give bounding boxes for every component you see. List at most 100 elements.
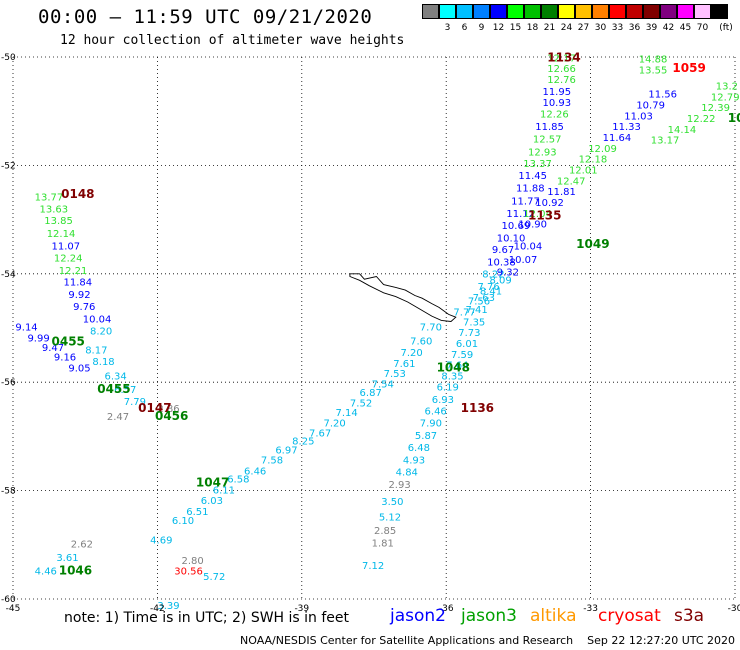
wave-height-label: 14.88 xyxy=(639,54,668,65)
pass-time-label: 0147 xyxy=(138,401,171,415)
wave-height-label: 6.93 xyxy=(432,395,454,406)
south-georgia-coastline xyxy=(349,273,457,322)
wave-height-label: 9.16 xyxy=(54,353,76,364)
scale-unit: (ft) xyxy=(719,23,733,33)
wave-height-label: 6.97 xyxy=(275,446,297,457)
wave-height-label: 7.20 xyxy=(323,419,345,430)
scale-label: 70 xyxy=(696,23,709,33)
wave-height-label: 13.55 xyxy=(639,65,668,76)
wave-height-label: 11.56 xyxy=(648,90,677,101)
map-grid xyxy=(12,56,736,600)
wave-height-label: 11.77 xyxy=(511,196,540,207)
wave-height-label: 9.14 xyxy=(15,323,37,334)
wave-height-label: 12.04 xyxy=(523,209,552,220)
pass-time-label: 1136 xyxy=(461,401,494,415)
wave-height-label: 13.63 xyxy=(39,205,68,216)
wave-height-label: 12.57 xyxy=(533,135,562,146)
scale-label: 15 xyxy=(509,23,522,33)
wave-height-label: 12.66 xyxy=(547,64,576,75)
wave-height-label: 11.07 xyxy=(52,241,81,252)
wave-height-label: 13.17 xyxy=(651,136,680,147)
wave-height-label: 5.87 xyxy=(415,431,437,442)
wave-height-label: 6.03 xyxy=(201,496,223,507)
wave-height-label: 6.58 xyxy=(227,474,249,485)
wave-height-label: 9.92 xyxy=(68,290,90,301)
scale-swatch xyxy=(439,4,456,19)
wave-height-label: 7.67 xyxy=(309,428,331,439)
wave-height-label: 1.81 xyxy=(372,538,394,549)
scale-swatch xyxy=(456,4,473,19)
scale-swatch xyxy=(643,4,660,19)
chart-subtitle: 12 hour collection of altimeter wave hei… xyxy=(60,33,405,48)
wave-height-label: 11.88 xyxy=(516,183,545,194)
lon-tick-label: -30 xyxy=(728,604,740,614)
wave-height-label: 30.56 xyxy=(174,567,203,578)
wave-height-label: 13.37 xyxy=(523,159,552,170)
wave-height-label: 9.67 xyxy=(492,245,514,256)
wave-height-label: 4.46 xyxy=(35,567,57,578)
wave-height-label: 6.46 xyxy=(425,407,447,418)
wave-height-label: 3.61 xyxy=(56,553,78,564)
wave-height-label: 10.07 xyxy=(509,255,538,266)
wave-height-label: 11.81 xyxy=(547,187,576,198)
wave-height-label: 4.93 xyxy=(403,456,425,467)
wave-height-label: 12.93 xyxy=(528,148,557,159)
wave-height-label: 7.90 xyxy=(420,419,442,430)
legend-cryosat: cryosat xyxy=(598,606,661,626)
map-axes: -50 -52 -54 -56 -58 -60-45 -42 -39 -36 -33 -30 xyxy=(1,53,740,614)
wave-height-label: 2.86 xyxy=(157,404,179,415)
scale-swatch xyxy=(490,4,507,19)
lon-tick-label: -36 xyxy=(439,604,454,614)
footer-credit: NOAA/NESDIS Center for Satellite Applica… xyxy=(240,634,736,647)
wave-height-label: 6.10 xyxy=(172,516,194,527)
wave-height-label: 8.17 xyxy=(85,345,107,356)
wave-height-label: 7.70 xyxy=(420,323,442,334)
wave-height-label: 5.72 xyxy=(203,572,225,583)
scale-swatch xyxy=(609,4,626,19)
wave-height-label: 13.2 xyxy=(716,82,738,93)
scale-swatch xyxy=(592,4,609,19)
wave-height-label: 10.38 xyxy=(487,258,516,269)
scale-label: 36 xyxy=(628,23,641,33)
wave-height-label: 13.77 xyxy=(35,193,64,204)
lon-tick-label: -42 xyxy=(150,604,165,614)
wave-height-label: 2.85 xyxy=(374,526,396,537)
wave-height-label: 10.04 xyxy=(83,315,112,326)
wave-height-label: 10.93 xyxy=(542,98,571,109)
pass-time-label: 1048 xyxy=(437,360,470,374)
scale-swatch xyxy=(473,4,490,19)
wave-height-label: 8.18 xyxy=(92,357,114,368)
wave-height-label: 12.01 xyxy=(569,166,598,177)
wave-height-label: 8.35 xyxy=(441,371,463,382)
wave-height-label: 12.76 xyxy=(547,75,576,86)
scale-label: 18 xyxy=(526,23,539,33)
wave-height-label: 11.64 xyxy=(603,133,632,144)
wave-height-label: 7.52 xyxy=(350,399,372,410)
wave-height-label: 12.21 xyxy=(59,266,88,277)
lat-tick-label: -60 xyxy=(1,595,16,605)
wave-height-label: 7.76 xyxy=(477,282,499,293)
wave-height-label: 11.85 xyxy=(535,122,564,133)
lon-tick-label: -39 xyxy=(294,604,309,614)
wave-height-label: 6.51 xyxy=(186,507,208,518)
wave-height-label: 12.47 xyxy=(557,176,586,187)
wave-height-label: 7.20 xyxy=(400,348,422,359)
wave-height-label: 6.34 xyxy=(104,371,126,382)
pass-time-label: 1134 xyxy=(547,50,580,64)
scale-swatch xyxy=(711,4,728,19)
wave-height-label: 7.54 xyxy=(372,380,394,391)
wave-height-label: 12.09 xyxy=(588,144,617,155)
scale-label: 45 xyxy=(679,23,692,33)
wave-height-label: 7.64 xyxy=(446,361,468,372)
coastline xyxy=(349,273,457,322)
pass-time-label: 1135 xyxy=(528,209,561,223)
scale-swatch xyxy=(541,4,558,19)
scale-label: 24 xyxy=(560,23,573,33)
scale-label: 33 xyxy=(611,23,624,33)
wave-height-label: 7.41 xyxy=(465,305,487,316)
wave-height-label: 7.77 xyxy=(453,308,475,319)
wave-height-label: 7.61 xyxy=(393,359,415,370)
